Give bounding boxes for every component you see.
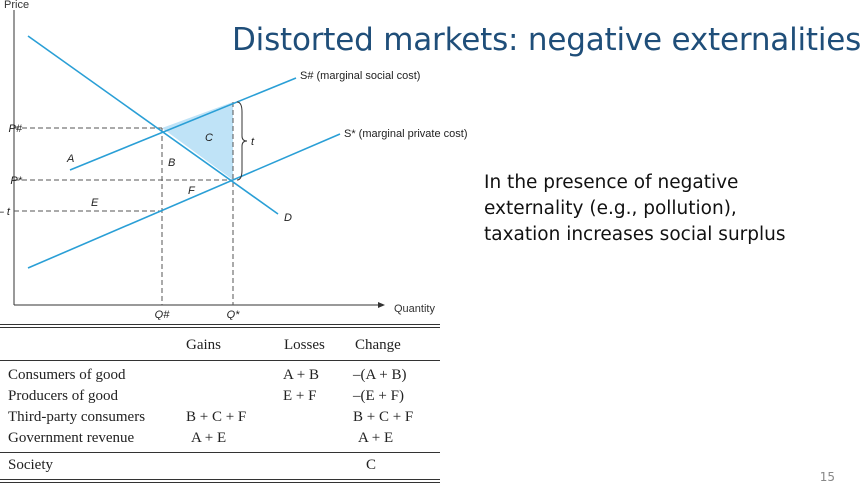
area-a-label: A (66, 153, 74, 165)
explanation-line-1: In the presence of negative (484, 172, 739, 193)
table-top-rule-2 (0, 327, 440, 328)
tax-label: t (251, 136, 255, 148)
social-cost-curve (69, 77, 297, 171)
society-rule (0, 452, 440, 453)
table-bottom-rule-2 (0, 482, 440, 483)
p-hash-label: P# (9, 123, 23, 135)
explanation-line-2: externality (e.g., pollution), (484, 198, 737, 219)
row-label: Third-party consumers (8, 409, 146, 425)
area-b-label: B (168, 157, 175, 169)
area-c-shading (162, 102, 233, 180)
y-axis-label: Price (4, 0, 29, 11)
row-gains: A + E (191, 430, 227, 446)
demand-curve (27, 35, 279, 215)
p-hash-minus-t-label: P# – t (0, 206, 11, 218)
row-losses: E + F (283, 388, 317, 404)
row-change: A + E (358, 430, 394, 446)
explanation-text: In the presence of negative externality … (484, 170, 834, 248)
private-cost-label: S* (marginal private cost) (344, 128, 468, 140)
q-hash-label: Q# (155, 309, 171, 320)
row-change: –(A + B) (353, 367, 407, 383)
area-e-label: E (91, 197, 99, 209)
externality-diagram: Price Quantity t S# (marginal social cos… (0, 0, 468, 320)
row-change: B + C + F (353, 409, 414, 425)
table-bottom-rule (0, 479, 440, 480)
welfare-table: Gains Losses Change Consumers of good A … (0, 320, 440, 488)
row-change: –(E + F) (353, 388, 404, 404)
row-label: Producers of good (8, 388, 118, 404)
header-rule (0, 360, 440, 361)
header-gains: Gains (186, 337, 221, 353)
x-axis-arrow-icon (378, 302, 385, 308)
slide-title: Distorted markets: negative externalitie… (232, 22, 861, 58)
row-losses: A + B (283, 367, 319, 383)
table-top-rule (0, 324, 440, 325)
row-label: Consumers of good (8, 367, 126, 383)
explanation-line-3: taxation increases social surplus (484, 224, 786, 245)
demand-label: D (284, 212, 292, 224)
p-star-label: P* (10, 175, 22, 187)
x-axis-label: Quantity (394, 303, 435, 315)
row-label: Society (8, 457, 53, 473)
row-change: C (366, 457, 377, 473)
area-f-label: F (188, 185, 196, 197)
q-star-label: Q* (227, 309, 241, 320)
social-cost-label: S# (marginal social cost) (300, 70, 420, 82)
row-label: Government revenue (8, 430, 135, 446)
header-change: Change (355, 337, 401, 353)
header-losses: Losses (284, 337, 325, 353)
tax-brace (236, 101, 248, 181)
private-cost-curve (27, 133, 341, 269)
row-gains: B + C + F (186, 409, 247, 425)
page-number: 15 (819, 470, 835, 484)
area-c-label: C (205, 132, 213, 144)
